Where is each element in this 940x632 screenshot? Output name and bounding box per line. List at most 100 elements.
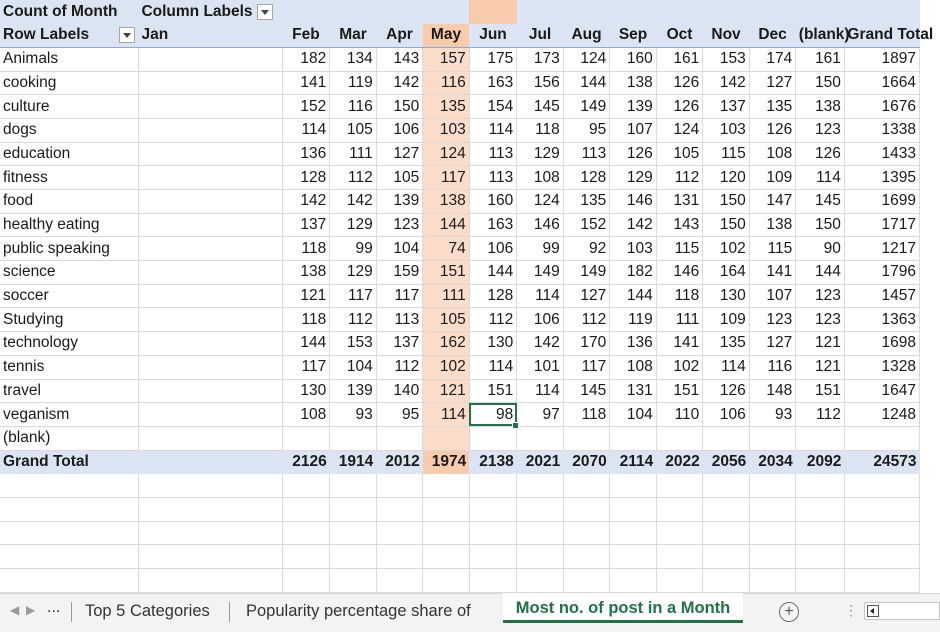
empty-cell[interactable]: [422, 497, 470, 522]
value-cell[interactable]: 128: [282, 165, 331, 190]
sheet-tab-popularity-percentage-share[interactable]: Popularity percentage share of: [246, 602, 471, 620]
value-cell[interactable]: 159: [376, 260, 424, 285]
value-cell[interactable]: 102: [422, 355, 470, 380]
value-cell[interactable]: 140: [376, 379, 424, 404]
value-cell[interactable]: 2034: [749, 449, 796, 474]
empty-cell[interactable]: [138, 521, 283, 546]
value-cell[interactable]: 144: [469, 260, 518, 285]
value-cell[interactable]: 119: [329, 71, 377, 96]
row-label[interactable]: veganism: [0, 402, 139, 427]
empty-cell[interactable]: [563, 568, 611, 593]
value-cell[interactable]: 112: [795, 402, 845, 427]
empty-cell[interactable]: [422, 568, 470, 593]
value-cell[interactable]: 141: [282, 71, 331, 96]
value-cell[interactable]: 124: [422, 142, 470, 167]
value-cell[interactable]: 113: [563, 142, 611, 167]
value-cell[interactable]: [749, 426, 797, 451]
value-cell[interactable]: 142: [702, 71, 750, 96]
empty-cell[interactable]: [376, 568, 424, 593]
value-cell[interactable]: 144: [795, 260, 845, 285]
value-cell[interactable]: 117: [282, 355, 331, 380]
scroll-left-arrow-icon[interactable]: [867, 605, 879, 617]
empty-cell[interactable]: [656, 497, 704, 522]
value-cell[interactable]: 142: [329, 189, 377, 214]
value-cell[interactable]: 114: [516, 379, 564, 404]
row-labels-caption[interactable]: Row Labels: [0, 23, 139, 48]
value-cell[interactable]: 114: [516, 284, 564, 309]
empty-cell[interactable]: [138, 568, 283, 593]
value-cell[interactable]: 129: [516, 142, 564, 167]
column-labels-caption[interactable]: Column Labels: [138, 0, 283, 24]
empty-cell[interactable]: [376, 521, 424, 546]
value-cell[interactable]: 161: [795, 47, 845, 72]
value-cell[interactable]: 114: [422, 402, 470, 427]
value-cell[interactable]: 119: [609, 307, 657, 333]
value-cell[interactable]: 126: [609, 142, 657, 167]
value-cell[interactable]: 142: [282, 189, 331, 214]
value-cell[interactable]: 104: [329, 355, 377, 380]
value-cell[interactable]: 118: [516, 118, 564, 143]
value-cell[interactable]: 124: [516, 189, 564, 214]
value-cell[interactable]: 148: [749, 379, 797, 404]
empty-cell[interactable]: [516, 544, 564, 569]
empty-cell[interactable]: [563, 521, 611, 546]
value-cell[interactable]: 182: [282, 47, 331, 72]
value-cell[interactable]: [138, 142, 283, 167]
value-cell[interactable]: 170: [563, 331, 611, 356]
empty-cell[interactable]: [376, 497, 424, 522]
value-cell[interactable]: 138: [749, 213, 797, 238]
value-cell[interactable]: 2056: [702, 449, 750, 474]
value-cell[interactable]: 106: [516, 307, 564, 333]
value-cell[interactable]: 106: [702, 402, 750, 427]
scroll-tabs-left-icon[interactable]: ◀: [10, 603, 20, 617]
value-cell[interactable]: 175: [469, 47, 518, 72]
value-cell[interactable]: 146: [656, 260, 704, 285]
value-cell[interactable]: 136: [282, 142, 331, 167]
value-cell[interactable]: 115: [656, 236, 704, 262]
value-cell[interactable]: 103: [609, 236, 657, 262]
value-cell[interactable]: 173: [516, 47, 564, 72]
value-cell[interactable]: 127: [376, 142, 424, 167]
value-cell[interactable]: 129: [609, 165, 657, 190]
value-cell[interactable]: 139: [329, 379, 377, 404]
empty-cell[interactable]: [609, 497, 657, 522]
value-cell[interactable]: 123: [376, 213, 424, 238]
value-cell[interactable]: 162: [422, 331, 470, 356]
value-cell[interactable]: 150: [795, 213, 845, 238]
value-cell[interactable]: 124: [656, 118, 704, 143]
row-label[interactable]: travel: [0, 379, 139, 404]
value-cell[interactable]: 123: [749, 307, 797, 333]
empty-cell[interactable]: [702, 568, 750, 593]
value-cell[interactable]: 157: [422, 47, 470, 72]
month-header-dec[interactable]: Dec: [749, 23, 796, 48]
value-cell[interactable]: 106: [376, 118, 424, 143]
value-cell[interactable]: 123: [795, 284, 845, 309]
value-cell[interactable]: 174: [749, 47, 797, 72]
value-cell[interactable]: 131: [656, 189, 704, 214]
empty-cell[interactable]: [749, 497, 797, 522]
empty-cell[interactable]: [702, 544, 750, 569]
value-cell[interactable]: 102: [656, 355, 704, 380]
empty-cell[interactable]: [609, 473, 657, 498]
value-cell[interactable]: 105: [376, 165, 424, 190]
value-cell[interactable]: 108: [282, 402, 331, 427]
value-cell[interactable]: 135: [749, 94, 797, 119]
value-cell[interactable]: 107: [749, 284, 797, 309]
value-cell[interactable]: 117: [329, 284, 377, 309]
empty-cell[interactable]: [656, 544, 704, 569]
value-cell[interactable]: [138, 307, 283, 333]
value-field-caption[interactable]: Count of Month: [0, 0, 139, 24]
value-cell[interactable]: 153: [329, 331, 377, 356]
value-cell[interactable]: 153: [702, 47, 750, 72]
empty-cell[interactable]: [749, 568, 797, 593]
value-cell[interactable]: 123: [795, 118, 845, 143]
value-cell[interactable]: [138, 331, 283, 356]
worksheet-grid[interactable]: Count of Month Column Labels Row Labels …: [0, 0, 940, 593]
sheet-tab-top-5-categories[interactable]: Top 5 Categories: [85, 602, 210, 620]
empty-cell[interactable]: [795, 497, 845, 522]
value-cell[interactable]: [138, 260, 283, 285]
value-cell[interactable]: 106: [469, 236, 518, 262]
empty-cell[interactable]: [469, 521, 518, 546]
value-cell[interactable]: [609, 426, 657, 451]
value-cell[interactable]: 127: [563, 284, 611, 309]
